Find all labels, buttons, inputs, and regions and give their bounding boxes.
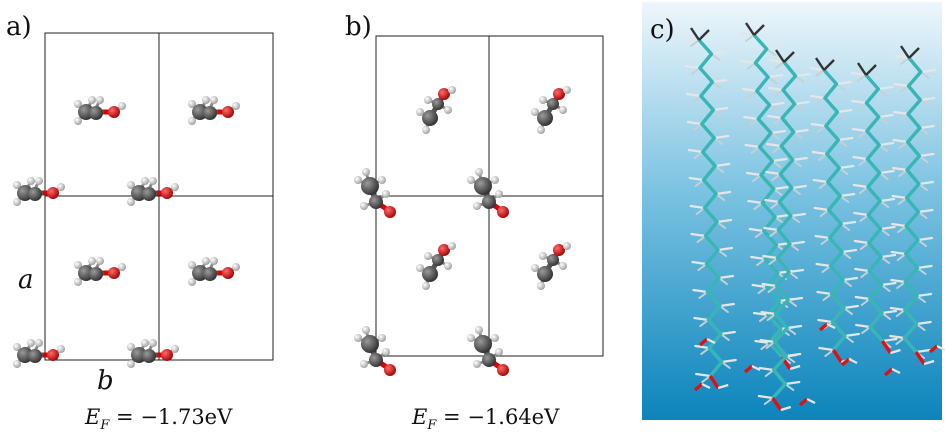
energy-label-a: EF = −1.73eV (85, 405, 233, 434)
hydroxyl-group (693, 382, 711, 392)
alkyl-chain (757, 49, 811, 412)
alkyl-chain (850, 62, 901, 355)
hydroxyl-group (818, 322, 836, 332)
hydroxyl-group (798, 397, 816, 407)
axis-label-b: b (97, 366, 114, 396)
panel-label-a: a) (6, 12, 32, 42)
alkyl-chain (738, 22, 801, 371)
panel-b-molecules (354, 86, 571, 376)
energy-label-b: EF = −1.64eV (412, 405, 560, 434)
panel-c-chains (683, 22, 945, 412)
panel-label-b: b) (345, 12, 372, 42)
hydroxyl-group (840, 357, 858, 367)
panel-a-lattice (44, 32, 274, 361)
hydroxyl-group (928, 344, 945, 354)
hydroxyl-group (883, 367, 901, 377)
hydroxyl-group (698, 337, 716, 347)
hydroxyl-group (743, 364, 761, 374)
alkyl-chain (683, 27, 737, 390)
alkyl-chain (889, 45, 936, 366)
panel-a-molecules (13, 96, 240, 368)
axis-label-a: a (18, 265, 34, 295)
panel-c-background (642, 2, 942, 420)
panel-label-c: c) (650, 15, 675, 45)
